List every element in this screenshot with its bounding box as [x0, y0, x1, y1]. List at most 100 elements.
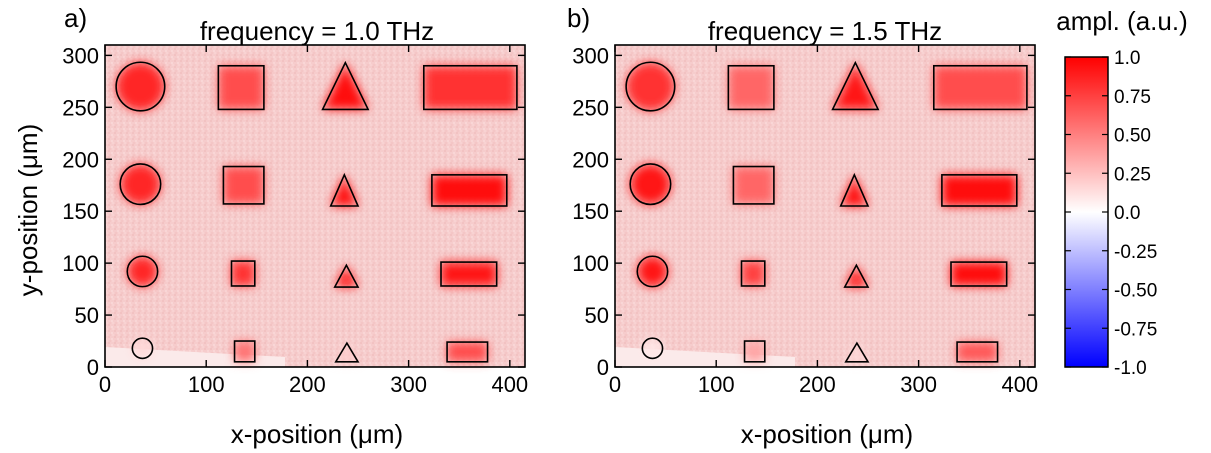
outline-layer	[625, 60, 1028, 363]
outline-layer	[115, 60, 518, 363]
y-tick-label: 150	[62, 199, 99, 224]
triangle-outline	[839, 172, 870, 207]
square-outline	[222, 165, 265, 205]
circle-amplitude	[116, 62, 165, 111]
panel-label: b)	[567, 3, 590, 33]
square-outline	[233, 340, 256, 363]
y-tick-label: 150	[572, 199, 609, 224]
x-tick-label: 200	[289, 372, 326, 397]
x-tick-label: 300	[390, 372, 427, 397]
y-tick-label: 0	[597, 355, 609, 380]
rectangle-outline	[440, 261, 498, 287]
triangle-amplitude	[845, 343, 869, 362]
triangle-amplitude	[840, 174, 869, 206]
triangle-outline	[334, 341, 360, 363]
panel-title: frequency = 1.5 THz	[708, 16, 942, 46]
x-axis-label: x-position (μm)	[741, 419, 913, 449]
rectangle-amplitude	[431, 174, 507, 206]
rectangle-amplitude	[957, 342, 998, 362]
square-outline	[743, 340, 766, 363]
panel-b: b) frequency = 1.5 THz 0 100 200 300 400 0 50 1…	[567, 3, 1038, 449]
triangle-amplitude	[844, 265, 869, 288]
y-tick-label: 50	[585, 303, 609, 328]
colorbar-tick-label: 0.0	[1114, 203, 1140, 224]
circle-outline	[641, 337, 664, 360]
circle-outline	[636, 255, 669, 288]
square-outline	[740, 260, 766, 287]
rectangle-outline	[941, 174, 1018, 207]
y-tick-label: 100	[572, 251, 609, 276]
y-tick-label: 250	[572, 95, 609, 120]
rectangle-amplitude	[951, 262, 1007, 286]
y-tick-label: 200	[572, 147, 609, 172]
colorbar-title: ampl. (a.u.)	[1056, 6, 1188, 36]
colorbar-tick-label: 0.25	[1114, 164, 1151, 185]
plot-frame	[614, 44, 1036, 368]
colorbar-tick-label: -0.25	[1114, 242, 1157, 263]
rectangle-outline	[431, 174, 508, 207]
square-outline	[732, 165, 775, 205]
circle-amplitude	[626, 62, 675, 111]
rectangle-outline	[932, 64, 1028, 111]
x-tick-label: 300	[900, 372, 937, 397]
circle-outline	[119, 163, 162, 206]
circle-amplitude	[630, 163, 671, 205]
circle-amplitude	[637, 256, 668, 287]
square-amplitude	[234, 341, 255, 362]
colorbar-tick-label: 0.50	[1114, 126, 1151, 147]
plot-frame	[104, 44, 526, 368]
circle-amplitude	[127, 256, 158, 287]
x-tick-label: 200	[799, 372, 836, 397]
x-tick-label: 100	[188, 372, 225, 397]
square-amplitude	[744, 341, 765, 362]
square-amplitude	[733, 166, 774, 204]
x-axis-label: x-position (μm)	[231, 419, 403, 449]
circle-amplitude	[120, 163, 161, 205]
circle-outline	[126, 255, 159, 288]
rectangle-amplitude	[447, 342, 488, 362]
square-amplitude	[223, 166, 264, 204]
colorbar-tick-label: 0.75	[1114, 87, 1151, 108]
square-amplitude	[218, 65, 264, 110]
triangle-outline	[333, 263, 360, 288]
triangle-amplitude	[322, 62, 369, 110]
rectangle-outline	[956, 341, 999, 363]
rectangle-outline	[950, 261, 1008, 287]
circle-outline	[115, 61, 166, 112]
triangle-outline	[843, 263, 870, 288]
rectangle-amplitude	[423, 65, 517, 110]
triangle-amplitude	[832, 62, 879, 110]
x-tick-label: 100	[698, 372, 735, 397]
y-tick-label: 200	[62, 147, 99, 172]
triangle-outline	[329, 172, 360, 207]
x-tick-label: 400	[1001, 372, 1038, 397]
square-outline	[727, 64, 775, 111]
y-tick-label: 100	[62, 251, 99, 276]
amplitude-layer	[626, 62, 1027, 362]
triangle-amplitude	[335, 343, 359, 362]
x-tick-label: 400	[491, 372, 528, 397]
colorbar-gradient	[1064, 56, 1109, 368]
triangle-outline	[321, 60, 370, 111]
circle-outline	[629, 163, 672, 206]
amplitude-layer	[116, 62, 517, 362]
x-tick-label: 0	[99, 372, 111, 397]
square-outline	[217, 64, 265, 111]
square-amplitude	[231, 261, 255, 286]
colorbar-tick-label: -0.50	[1114, 281, 1157, 302]
square-amplitude	[728, 65, 774, 110]
panel-label: a)	[64, 3, 87, 33]
rectangle-outline	[446, 341, 489, 363]
circle-outline	[625, 61, 676, 112]
triangle-amplitude	[334, 265, 359, 288]
square-amplitude	[741, 261, 765, 286]
triangle-amplitude	[330, 174, 359, 206]
colorbar-tick-label: -1.0	[1114, 358, 1147, 379]
square-outline	[230, 260, 256, 287]
y-tick-label: 50	[75, 303, 99, 328]
y-tick-label: 0	[87, 355, 99, 380]
rectangle-outline	[422, 64, 518, 111]
colorbar-tick-label: 1.0	[1114, 48, 1140, 69]
colorbar-tick-label: -0.75	[1114, 319, 1157, 340]
